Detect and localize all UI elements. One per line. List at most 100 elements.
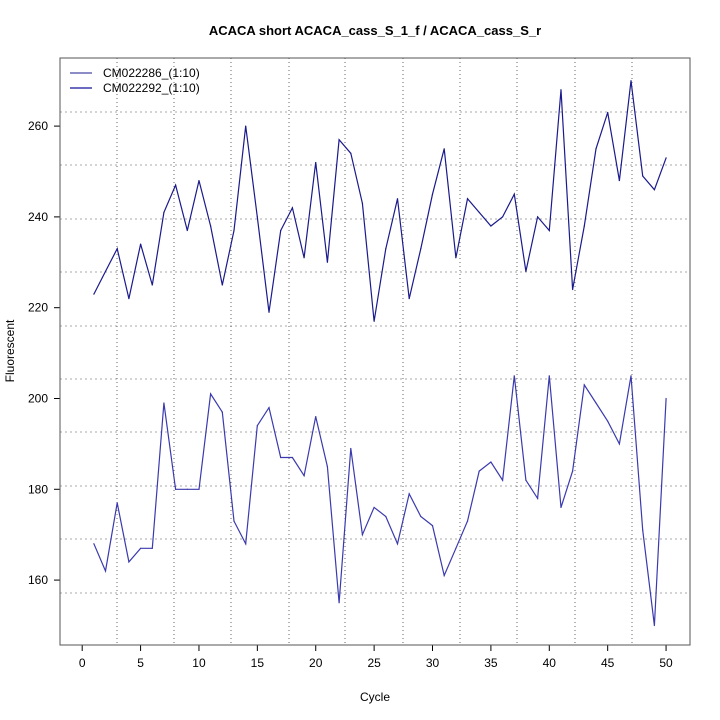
x-tick-label: 35 <box>484 656 498 670</box>
data-point <box>665 157 667 159</box>
data-point <box>338 139 340 141</box>
data-point <box>163 402 165 404</box>
data-point <box>93 543 95 545</box>
data-point <box>466 198 469 200</box>
data-point <box>93 293 95 295</box>
data-point <box>572 470 574 472</box>
data-point <box>653 624 655 627</box>
data-point <box>525 479 527 481</box>
data-point <box>396 543 399 545</box>
data-point <box>443 574 445 577</box>
data-point <box>653 189 655 191</box>
data-point <box>490 461 492 463</box>
data-point <box>466 520 469 522</box>
data-point <box>630 375 632 377</box>
data-point <box>210 393 212 395</box>
data-point <box>221 411 223 413</box>
x-tick-label: 45 <box>601 656 615 670</box>
x-tick-label: 20 <box>309 656 323 670</box>
x-tick-label: 15 <box>251 656 265 670</box>
data-point <box>618 443 620 445</box>
data-point <box>501 479 504 481</box>
data-point <box>618 179 620 182</box>
data-point <box>139 243 142 245</box>
data-point <box>268 311 270 313</box>
data-point <box>537 497 539 499</box>
data-point <box>116 502 118 504</box>
legend-label-0: CM022286_(1:10) <box>103 66 200 80</box>
x-tick-label: 5 <box>137 656 144 670</box>
data-point <box>291 207 293 209</box>
data-point <box>630 80 632 82</box>
data-point <box>560 506 562 509</box>
y-tick-label: 260 <box>28 119 48 133</box>
data-point <box>583 384 585 386</box>
y-tick-label: 240 <box>28 210 48 224</box>
data-point <box>151 284 153 286</box>
series-line-1 <box>93 375 667 626</box>
data-point <box>104 270 107 272</box>
data-point <box>373 506 375 509</box>
data-point <box>642 175 644 177</box>
data-point <box>139 547 142 549</box>
data-point <box>350 447 352 450</box>
data-point <box>396 198 399 200</box>
data-point <box>572 288 574 291</box>
data-point <box>104 570 107 572</box>
data-point <box>478 211 480 213</box>
data-point <box>595 402 597 404</box>
data-point <box>326 261 329 263</box>
y-tick-label: 200 <box>28 391 48 405</box>
data-point <box>490 225 492 227</box>
data-point <box>303 257 305 259</box>
data-point <box>233 229 235 232</box>
data-point <box>256 425 258 427</box>
data-point <box>478 470 480 472</box>
data-point <box>291 456 293 459</box>
data-point <box>525 270 527 272</box>
data-point <box>280 456 282 459</box>
y-tick-label: 180 <box>28 482 48 496</box>
data-point <box>361 534 364 536</box>
axes: 0 5 10 15 20 25 30 35 40 45 50 160 180 200 220 240 260 <box>28 119 673 670</box>
data-point <box>198 179 200 182</box>
data-point <box>420 515 422 518</box>
data-point <box>560 89 562 91</box>
data-point <box>385 248 387 250</box>
x-tick-label: 0 <box>79 656 86 670</box>
data-point <box>420 248 422 250</box>
x-tick-label: 40 <box>543 656 557 670</box>
series-line-0 <box>93 80 667 322</box>
data-point <box>548 229 550 232</box>
data-point <box>116 248 118 250</box>
data-point <box>303 475 305 477</box>
data-point <box>385 515 387 518</box>
data-point <box>513 375 515 377</box>
x-tick-label: 10 <box>192 656 206 670</box>
data-point <box>163 211 165 213</box>
data-point <box>186 229 188 232</box>
chart-title: ACACA short ACACA_cass_S_1_f / ACACA_cas… <box>209 23 541 38</box>
grid <box>60 58 690 645</box>
plot-frame <box>59 57 691 646</box>
data-point <box>128 298 130 300</box>
x-tick-label: 25 <box>367 656 381 670</box>
data-point <box>431 193 434 195</box>
data-point <box>315 161 317 164</box>
data-point <box>128 561 130 563</box>
data-point <box>455 547 457 549</box>
data-point <box>268 406 270 409</box>
data-point <box>548 375 550 377</box>
data-point <box>455 257 457 259</box>
data-point <box>607 420 609 422</box>
data-point <box>361 202 364 204</box>
data-point <box>665 397 667 400</box>
x-axis-label: Cycle <box>360 690 390 704</box>
data-point <box>198 488 200 490</box>
legend: CM022286_(1:10) CM022292_(1:10) <box>70 66 200 95</box>
data-point <box>443 148 445 150</box>
y-axis-label: Fluorescent <box>3 319 17 382</box>
data-point <box>607 111 609 114</box>
x-tick-label: 50 <box>659 656 673 670</box>
x-tick-label: 30 <box>426 656 440 670</box>
